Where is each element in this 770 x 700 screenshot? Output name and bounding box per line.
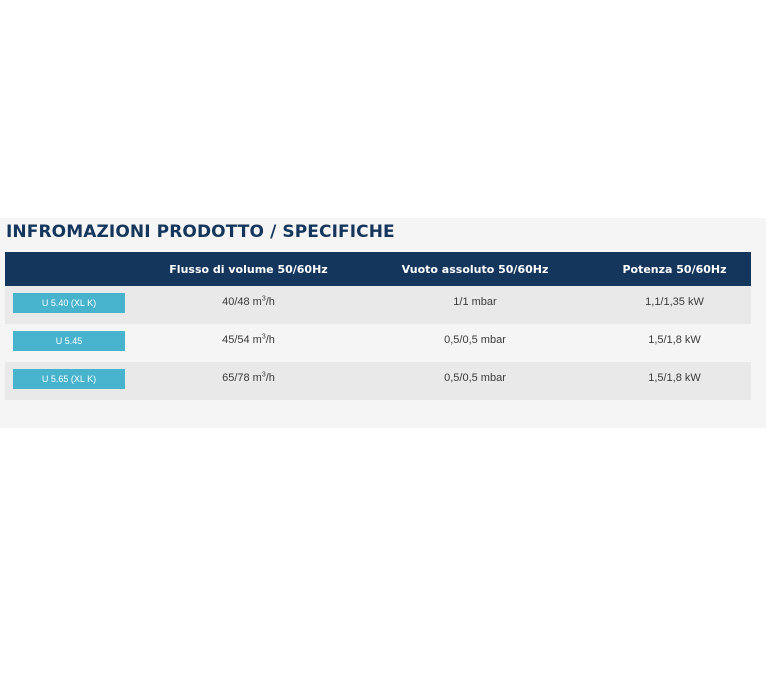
model-button-u545[interactable]: U 5.45 <box>13 331 125 351</box>
flow-cell: 65/78 m3/h <box>145 362 352 400</box>
flow-value: 65/78 m <box>222 372 262 384</box>
flow-unit-exponent: 3 <box>261 333 266 341</box>
product-specs-panel: INFROMAZIONI PRODOTTO / SPECIFICHE Fluss… <box>0 218 766 428</box>
vacuum-cell: 0,5/0,5 mbar <box>444 334 506 346</box>
flow-unit-tail: /h <box>265 334 275 346</box>
header-vacuum: Vuoto assoluto 50/60Hz <box>401 262 549 276</box>
model-cell: U 5.40 (XL K) <box>5 286 145 324</box>
specs-table: Flusso di volume 50/60Hz Vuoto assoluto … <box>5 252 751 400</box>
power-cell: 1,5/1,8 kW <box>648 372 701 384</box>
vacuum-cell: 0,5/0,5 mbar <box>444 372 506 384</box>
flow-cell: 45/54 m3/h <box>145 324 352 362</box>
table-row: U 5.40 (XL K) 40/48 m3/h 1/1 mbar 1,1/1,… <box>5 286 751 324</box>
model-cell: U 5.65 (XL K) <box>5 362 145 400</box>
table-row: U 5.65 (XL K) 65/78 m3/h 0,5/0,5 mbar 1,… <box>5 362 751 400</box>
flow-unit-exponent: 3 <box>261 371 266 379</box>
header-power: Potenza 50/60Hz <box>622 262 727 276</box>
power-cell: 1,5/1,8 kW <box>648 334 701 346</box>
header-model <box>5 252 145 286</box>
vacuum-cell: 1/1 mbar <box>453 296 497 308</box>
table-header-row: Flusso di volume 50/60Hz Vuoto assoluto … <box>5 252 751 286</box>
flow-value: 45/54 m <box>222 334 262 346</box>
flow-unit-tail: /h <box>265 296 275 308</box>
section-title: INFROMAZIONI PRODOTTO / SPECIFICHE <box>6 222 395 242</box>
header-flow: Flusso di volume 50/60Hz <box>169 262 328 276</box>
flow-cell: 40/48 m3/h <box>145 286 352 324</box>
power-cell: 1,1/1,35 kW <box>645 296 704 308</box>
model-button-u565[interactable]: U 5.65 (XL K) <box>13 369 125 389</box>
flow-value: 40/48 m <box>222 296 262 308</box>
table-row: U 5.45 45/54 m3/h 0,5/0,5 mbar 1,5/1,8 k… <box>5 324 751 362</box>
model-button-u540[interactable]: U 5.40 (XL K) <box>13 293 125 313</box>
flow-unit-tail: /h <box>265 372 275 384</box>
model-cell: U 5.45 <box>5 324 145 362</box>
flow-unit-exponent: 3 <box>261 295 266 303</box>
